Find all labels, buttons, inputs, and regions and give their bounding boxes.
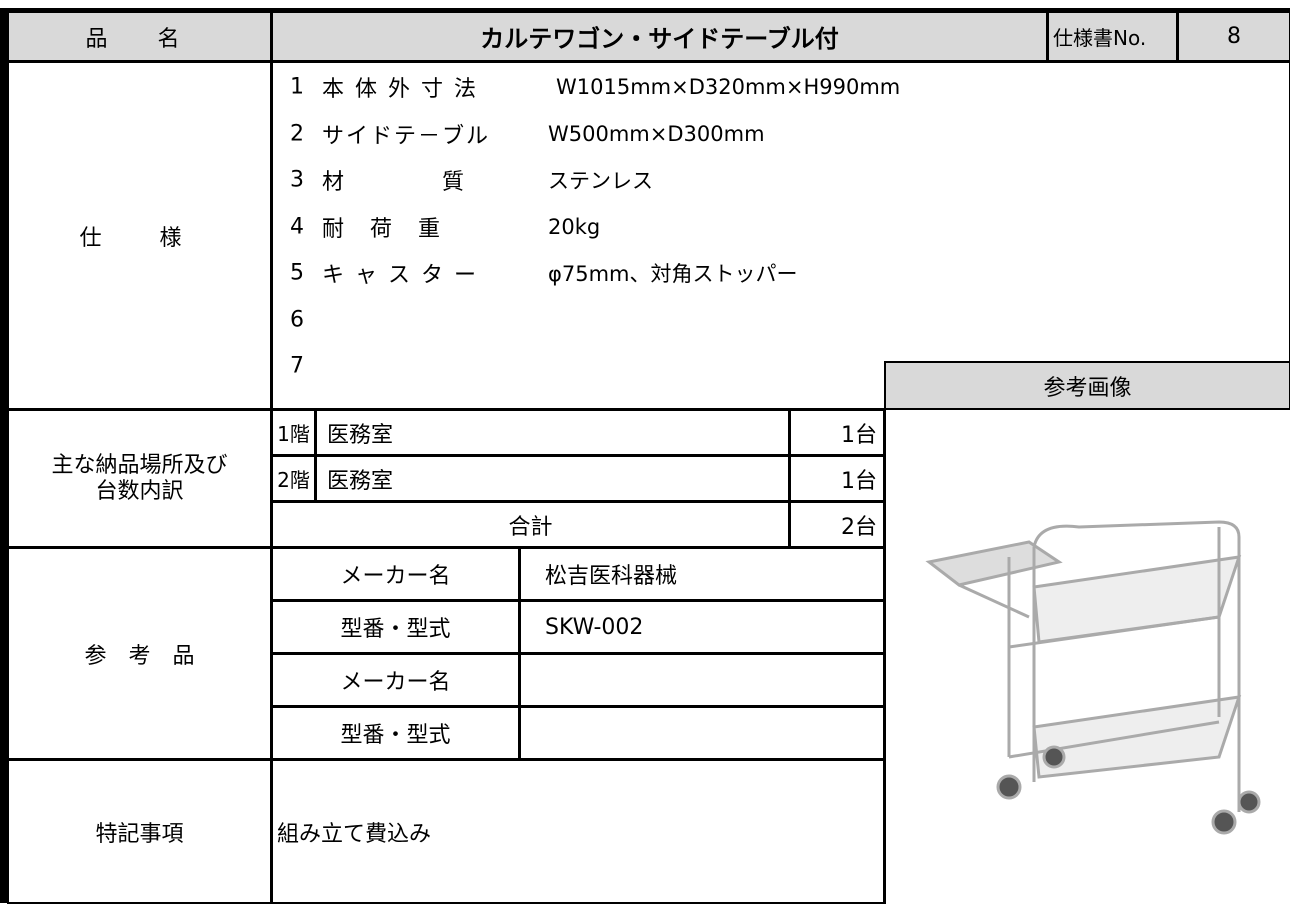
reference-label-cell: 参 考 品	[7, 547, 272, 760]
reference-label: 参 考 品	[84, 643, 195, 669]
floor: 1階	[277, 422, 310, 446]
reference-row-value-cell	[519, 706, 885, 760]
count-cell: 1台	[789, 455, 885, 502]
total-label: 合計	[508, 514, 553, 540]
reference-row-label: メーカー名	[340, 564, 451, 589]
room: 医務室	[327, 468, 394, 494]
product-image	[924, 519, 1260, 834]
total: 2台	[841, 514, 877, 540]
room: 医務室	[327, 422, 394, 448]
reference-row-label-cell: 型番・型式	[271, 600, 520, 654]
reference-row-value: SKW-002	[545, 614, 644, 640]
reference-row-label: 型番・型式	[340, 617, 451, 642]
remarks-label: 特記事項	[95, 821, 184, 847]
item-value: ステンレス	[548, 169, 653, 193]
reference-row-value-cell: 松吉医科器械	[519, 547, 885, 601]
image-cell	[884, 409, 1290, 904]
product-cell: カルテワゴン・サイドテーブル付	[271, 11, 1048, 62]
item-value: 20kg	[548, 214, 601, 239]
spec-label-cell: 仕 様	[7, 61, 272, 410]
item-value: W1015mm×D320mm×H990mm	[556, 75, 901, 99]
room-cell: 医務室	[315, 409, 790, 456]
product: カルテワゴン・サイドテーブル付	[480, 25, 839, 53]
image-label-cell: 参考画像	[884, 361, 1290, 410]
item-no: 5	[290, 260, 304, 286]
reference-row-label: 型番・型式	[340, 723, 451, 748]
item-no: 1	[290, 74, 304, 100]
item-name: キ ャ ス タ ー	[322, 263, 478, 288]
reference-row-label-cell: 型番・型式	[271, 706, 520, 760]
item-no: 4	[290, 214, 304, 239]
total-label-cell: 合計	[271, 501, 790, 548]
remarks-label-cell: 特記事項	[7, 759, 272, 904]
room-cell: 医務室	[315, 455, 790, 502]
item-name: 本 体 外 寸 法	[322, 77, 478, 102]
item-name: 耐 荷 重	[322, 216, 443, 242]
item-no: 6	[290, 307, 304, 332]
floor-cell: 1階	[271, 409, 316, 456]
item-name: サイドテ－ブル	[322, 123, 491, 149]
count: 1台	[841, 422, 877, 448]
image-label: 参考画像	[1043, 375, 1132, 401]
spec-no-label-cell: 仕様書No.	[1047, 11, 1178, 62]
reference-row-value-cell	[519, 653, 885, 707]
delivery-label: 台数内訳	[95, 478, 184, 504]
remarks-text: 組み立て費込み	[277, 821, 432, 847]
spec-no-label: 仕様書No.	[1053, 26, 1147, 50]
total-cell: 2台	[789, 501, 885, 548]
spec-no-cell: 8	[1177, 11, 1290, 62]
item-no: 2	[290, 121, 304, 146]
item-no: 3	[290, 167, 304, 193]
count: 1台	[841, 468, 877, 494]
name-label-cell: 品 名	[7, 11, 272, 62]
spec-no: 8	[1227, 24, 1241, 49]
reference-row-label-cell: メーカー名	[271, 547, 520, 601]
floor-cell: 2階	[271, 455, 316, 502]
item-name: 材 質	[322, 170, 467, 195]
item-value: W500mm×D300mm	[548, 121, 765, 146]
delivery-label: 主な納品場所及び	[51, 452, 228, 478]
reference-row-label-cell: メーカー名	[271, 653, 520, 707]
reference-row-value-cell: SKW-002	[519, 600, 885, 654]
floor: 2階	[277, 468, 310, 492]
remarks-cell: 組み立て費込み	[271, 759, 885, 904]
item-value: φ75mm、対角ストッパー	[548, 262, 798, 286]
reference-row-value: 松吉医科器械	[545, 564, 678, 589]
border	[0, 8, 8, 903]
border	[0, 8, 1290, 12]
item-no: 7	[290, 353, 304, 379]
spec-label: 仕 様	[79, 225, 200, 251]
reference-row-label: メーカー名	[340, 670, 451, 695]
name-label: 品 名	[85, 26, 194, 52]
delivery-label-cell: 主な納品場所及び 台数内訳	[7, 409, 272, 548]
count-cell: 1台	[789, 409, 885, 456]
